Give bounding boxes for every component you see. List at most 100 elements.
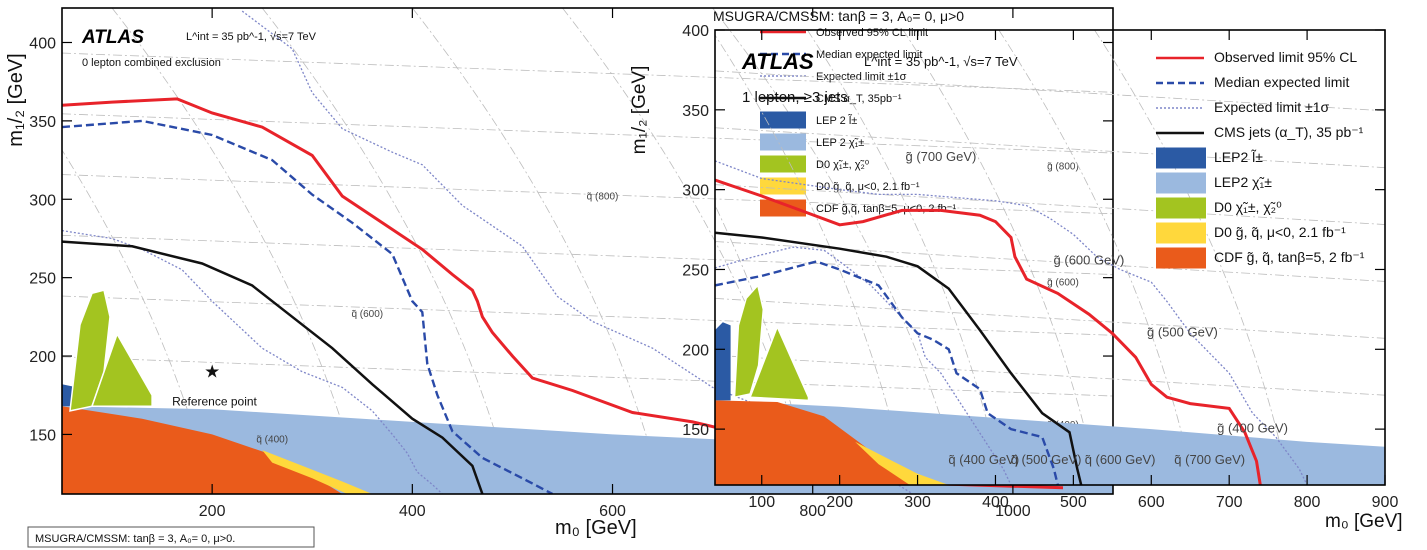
legend-entry-label: Observed limit 95% CL: [1214, 49, 1357, 65]
reference-point-label: Reference point: [172, 395, 257, 409]
channel-label: 1 lepton, ≥3 jets: [742, 89, 848, 106]
region-d0-chargino: [733, 283, 765, 399]
x-tick-label: 700: [1216, 494, 1243, 511]
x-tick-label: 400: [399, 503, 426, 520]
median-expected-curve: [715, 260, 1059, 485]
x-axis-title: m₀ [GeV]: [1325, 511, 1403, 532]
y-tick-label: 300: [682, 183, 709, 200]
region-cdf: [715, 400, 910, 485]
x-tick-label: 800: [799, 503, 826, 520]
iso-gluino-line: [715, 354, 1385, 396]
atlas-label: ATLAS: [741, 49, 814, 74]
legend-swatch-d0-squark: [760, 177, 806, 195]
x-tick-label: 500: [1060, 494, 1087, 511]
legend-entry-label: CDF g̃, q̃, tanβ=5, 2 fb⁻¹: [1214, 249, 1365, 265]
atlas-label: ATLAS: [81, 27, 144, 48]
region-d0-squark: [262, 450, 373, 494]
left-chart-panel: g̃ (800)g̃ (600)g̃ (400)q̃ (800)q̃ (600)…: [5, 7, 1114, 548]
iso-mass-label: q̃ (800): [587, 191, 619, 202]
legend-entry-label: LEP 2 l̃±: [816, 114, 857, 127]
iso-gluino-line: [62, 113, 1113, 154]
legend-entry-label: Observed 95% CL limit: [816, 27, 928, 39]
cms-limit-curve: [715, 231, 1083, 485]
iso-mass-label: g̃ (600 GeV): [1054, 253, 1125, 268]
legend-swatch-lep-slepton: [1156, 147, 1206, 169]
right-plot-frame: [714, 29, 1386, 486]
y-tick-label: 250: [29, 271, 56, 288]
region-lep-slepton: [715, 322, 731, 401]
x-tick-label: 600: [599, 503, 626, 520]
left-plot-area: g̃ (800)g̃ (600)g̃ (400)q̃ (800)q̃ (600)…: [62, 8, 1113, 494]
iso-mass-label: q̃ (700 GeV): [1174, 452, 1245, 467]
right-plot-area: g̃ (700 GeV) g̃ (600 GeV) g̃ (500 GeV) g̃ (…: [715, 30, 1385, 485]
right-chart-panel: g̃ (700 GeV) g̃ (600 GeV) g̃ (500 GeV) g̃ (…: [629, 8, 1403, 532]
iso-squark-line: [261, 8, 513, 494]
y-tick-label: 150: [29, 427, 56, 444]
iso-mass-label: g̃ (700 GeV): [906, 149, 977, 164]
iso-squark-line: [998, 30, 1194, 485]
legend-entry-label: CMS jets (α_T), 35 pb⁻¹: [1214, 124, 1364, 140]
iso-gluino-line: [62, 174, 1113, 215]
legend-swatch-cdf: [760, 199, 806, 217]
iso-squark-line: [412, 8, 663, 494]
iso-gluino-line: [62, 356, 1113, 397]
legend-swatch-cdf: [1156, 247, 1206, 269]
iso-gluino-line: [715, 241, 1385, 282]
iso-mass-label: q̃ (400): [256, 434, 288, 445]
y-axis-title: m₁/₂ [GeV]: [629, 66, 650, 155]
legend-entry-label: Expected limit ±1σ: [1214, 99, 1330, 115]
iso-mass-label: q̃ (400 GeV): [948, 452, 1019, 467]
x-tick-label: 300: [904, 494, 931, 511]
legend-swatch-lep-slepton: [760, 111, 806, 129]
right-legend: Observed limit 95% CL Median expected lim…: [1156, 49, 1365, 269]
observed-limit-curve: [715, 178, 1262, 485]
legend-entry-label: LEP2 l̃±: [1214, 148, 1263, 165]
iso-mass-label: q̃ (600 GeV): [1085, 452, 1156, 467]
y-tick-label: 200: [682, 342, 709, 359]
x-axis-title: m₀ [GeV]: [555, 517, 637, 539]
iso-mass-label: q̃ (600): [351, 309, 383, 320]
legend-entry-label: D0 g̃, q̃, μ<0, 2.1 fb⁻¹: [816, 181, 920, 193]
region-d0-chargino-b: [749, 324, 810, 402]
legend-entry-label: Median expected limit: [816, 49, 922, 61]
x-tick-label: 800: [1294, 494, 1321, 511]
reference-point-star: ★: [204, 362, 220, 382]
x-tick-label: 200: [199, 503, 226, 520]
region-d0-chargino-b: [90, 332, 153, 407]
iso-gluino-line: [715, 184, 1385, 225]
iso-mass-label: g̃ (600): [1047, 277, 1079, 288]
model-note: MSUGRA/CMSSM: tanβ = 3, A₀= 0, μ>0.: [35, 533, 235, 545]
legend-entry-label: CMS α_T, 35pb⁻¹: [816, 93, 902, 105]
channel-label: 0 lepton combined exclusion: [82, 57, 221, 69]
iso-mass-label: g̃ (400 GeV): [1217, 420, 1288, 435]
region-cdf: [62, 406, 343, 494]
legend-entry-label: D0 χ̃₁±, χ̃₂⁰: [816, 159, 870, 171]
legend-entry-label: LEP2 χ̃₁±: [1214, 174, 1272, 190]
y-tick-label: 200: [29, 349, 56, 366]
legend-entry-label: D0 g̃, q̃, μ<0, 2.1 fb⁻¹: [1214, 224, 1346, 240]
iso-mass-label: q̃ (500 GeV): [1011, 452, 1082, 467]
left-plot-frame: [61, 7, 1114, 495]
iso-gluino-line: [715, 70, 1385, 112]
luminosity-label: L^int = 35 pb^-1, √s=7 TeV: [864, 54, 1018, 69]
iso-gluino-line: [62, 52, 1113, 93]
y-tick-label: 400: [682, 23, 709, 40]
y-tick-label: 350: [29, 114, 56, 131]
cms-limit-curve: [62, 240, 484, 494]
legend-swatch-lep-chargino: [760, 133, 806, 151]
y-tick-label: 300: [29, 192, 56, 209]
iso-mass-label: g̃ (800): [1047, 161, 1079, 172]
y-tick-label: 250: [682, 262, 709, 279]
legend-entry-label: CDF g̃,q̃, tanβ=5, μ<0, 2 fb⁻¹: [816, 203, 956, 215]
x-tick-label: 100: [748, 494, 775, 511]
legend-swatch-d0-chargino: [1156, 197, 1206, 219]
y-tick-label: 400: [29, 35, 56, 52]
iso-mass-label: g̃ (500 GeV): [1147, 325, 1218, 340]
x-tick-label: 200: [826, 494, 853, 511]
legend-entry-label: D0 χ̃₁±, χ̃₂⁰: [1214, 199, 1282, 215]
legend-swatch-lep-chargino: [1156, 172, 1206, 194]
legend-swatch-d0-squark: [1156, 222, 1206, 244]
y-tick-label: 150: [682, 422, 709, 439]
legend-entry-label: LEP 2 χ̃₁±: [816, 137, 864, 149]
